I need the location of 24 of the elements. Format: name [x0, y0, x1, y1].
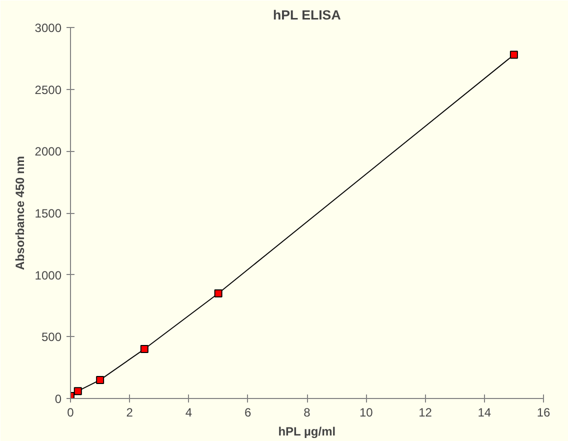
y-tick-label: 1000 — [34, 268, 62, 282]
y-tick-label: 0 — [54, 392, 62, 406]
point — [214, 289, 222, 298]
x-tick-label: 14 — [478, 406, 492, 420]
x-tick-label: 6 — [244, 406, 252, 420]
x-tick-label: 10 — [359, 406, 374, 420]
x-axis-title: hPL µg/ml — [278, 424, 336, 438]
x-tick-label: 0 — [67, 406, 74, 420]
point — [74, 387, 82, 396]
x-tick-label: 2 — [126, 406, 134, 420]
x-tick-label: 16 — [536, 406, 550, 420]
x-tick-label: 4 — [185, 406, 192, 420]
y-tick-label: 1500 — [34, 206, 62, 220]
point — [96, 376, 104, 384]
y-tick-label: 2500 — [34, 82, 62, 97]
y-tick-label: 2000 — [34, 144, 62, 159]
point — [510, 50, 518, 59]
point — [140, 345, 148, 354]
x-tick-label: 12 — [418, 406, 432, 420]
x-tick-label: 8 — [304, 406, 311, 420]
chart-title: hPL ELISA — [272, 8, 342, 22]
y-axis-title: Absorbance 450 nm — [12, 156, 27, 270]
y-tick-label: 3000 — [34, 21, 62, 35]
y-tick-label: 500 — [41, 330, 62, 344]
